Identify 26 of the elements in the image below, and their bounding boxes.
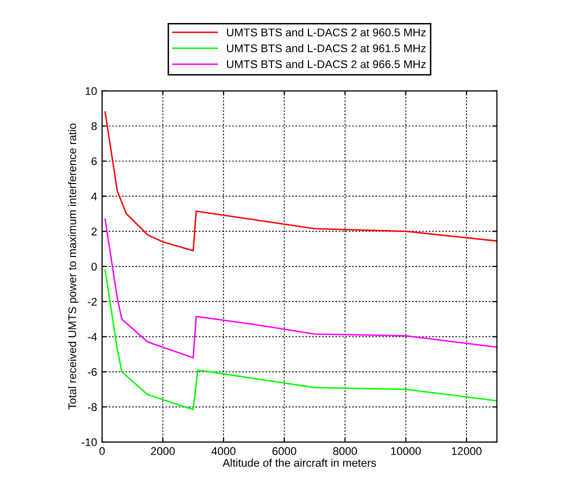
legend-label: UMTS BTS and L-DACS 2 at 960.5 MHz xyxy=(226,28,426,36)
y-tick-label: -6 xyxy=(88,368,97,376)
x-tick-label: 8000 xyxy=(333,447,357,456)
y-tick-label: 6 xyxy=(92,157,97,166)
x-axis-title: Altitude of the aircraft in meters xyxy=(222,458,376,467)
line-series xyxy=(104,269,497,410)
legend-label: UMTS BTS and L-DACS 2 at 966.5 MHz xyxy=(226,60,426,68)
y-axis-title: Total received UMTS power to maximum interference ratio xyxy=(68,124,78,410)
x-tick-label: 2000 xyxy=(151,447,175,456)
y-tick-label: -10 xyxy=(82,438,97,446)
y-tick-label: 8 xyxy=(92,122,97,130)
line-series xyxy=(104,111,497,252)
x-tick-label: 10000 xyxy=(391,447,421,456)
legend-label: UMTS BTS and L-DACS 2 at 961.5 MHz xyxy=(226,44,426,52)
y-tick-label: 10 xyxy=(86,87,97,96)
y-tick-label: -8 xyxy=(88,403,97,412)
x-tick-label: 12000 xyxy=(452,447,482,456)
x-tick-label: 6000 xyxy=(272,447,296,456)
y-tick-label: -2 xyxy=(88,298,97,306)
line-series xyxy=(104,218,497,358)
y-tick-label: 2 xyxy=(92,228,97,236)
x-tick-label: 0 xyxy=(99,447,105,456)
y-tick-label: 0 xyxy=(91,262,97,271)
x-tick-label: 4000 xyxy=(211,447,236,456)
y-tick-label: 4 xyxy=(91,192,97,200)
y-tick-label: -4 xyxy=(88,333,97,341)
